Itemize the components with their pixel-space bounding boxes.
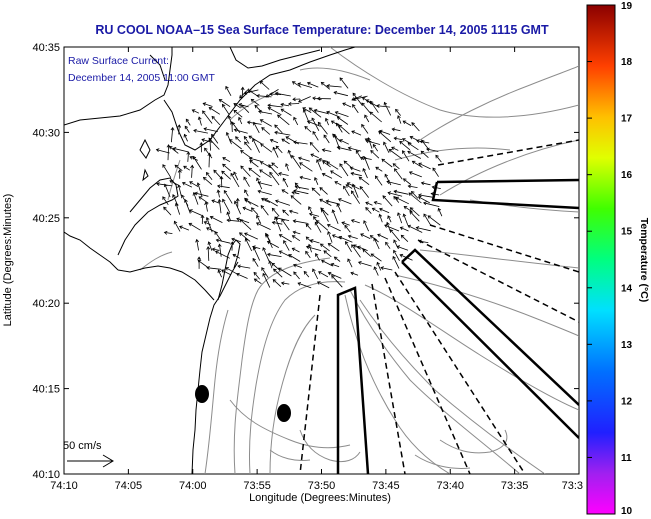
x-tick-label: 74:00: [179, 480, 207, 492]
colorbar-tick-label: 12: [621, 396, 633, 407]
colorbar-tick-label: 10: [621, 506, 633, 517]
legend-line-2: December 14, 2005 11:00 GMT: [68, 72, 215, 84]
radar-radials: [299, 139, 579, 474]
x-tick-label: 74:05: [115, 480, 143, 492]
y-tick-label: 40:15: [32, 384, 60, 396]
x-tick-label: 73:3: [562, 480, 583, 492]
colorbar-tick-label: 13: [621, 340, 633, 351]
y-axis-ticks: 40:35 40:30 40:25 40:20 40:15 40:10: [32, 42, 579, 481]
surface-current-vectors: [155, 77, 443, 289]
y-axis-label: Latitude (Degrees:Minutes): [2, 194, 14, 327]
scale-label: 50 cm/s: [63, 440, 102, 452]
map-title: RU COOL NOAA–15 Sea Surface Temperature:…: [95, 23, 549, 37]
colorbar-tick-label: 19: [621, 1, 633, 12]
colorbar-tick-label: 14: [621, 283, 633, 294]
colorbar-label: Temperature (°C): [638, 218, 650, 303]
scale-arrow: [67, 454, 114, 468]
x-axis-label: Longitude (Degrees:Minutes): [249, 492, 391, 504]
colorbar-tick-label: 17: [621, 114, 633, 125]
buoy-marker: [195, 385, 209, 403]
y-tick-label: 40:20: [32, 298, 60, 310]
x-tick-label: 73:40: [436, 480, 464, 492]
x-tick-label: 74:10: [50, 480, 78, 492]
colorbar-tick-label: 15: [621, 227, 633, 238]
legend-line-1: Raw Surface Current:: [68, 55, 169, 67]
x-tick-label: 73:50: [308, 480, 336, 492]
colorbar-ticks: 19 18 17 16 15 14 13 12 11 10: [587, 1, 633, 517]
colorbar: [586, 4, 616, 515]
colorbar-tick-label: 11: [621, 453, 632, 464]
colorbar-tick-label: 16: [621, 170, 633, 181]
y-tick-label: 40:30: [32, 127, 60, 139]
x-axis-ticks: 74:10 74:05 74:00 73:55 73:50 73:45 73:40 73:35…: [50, 47, 583, 492]
x-tick-label: 73:55: [243, 480, 271, 492]
x-tick-label: 73:45: [372, 480, 400, 492]
y-tick-label: 40:35: [32, 42, 60, 54]
coastline: [64, 47, 356, 474]
y-tick-label: 40:10: [32, 469, 60, 481]
buoy-marker: [277, 404, 291, 422]
y-tick-label: 40:25: [32, 213, 60, 225]
colorbar-tick-label: 18: [621, 57, 633, 68]
x-tick-label: 73:35: [501, 480, 529, 492]
